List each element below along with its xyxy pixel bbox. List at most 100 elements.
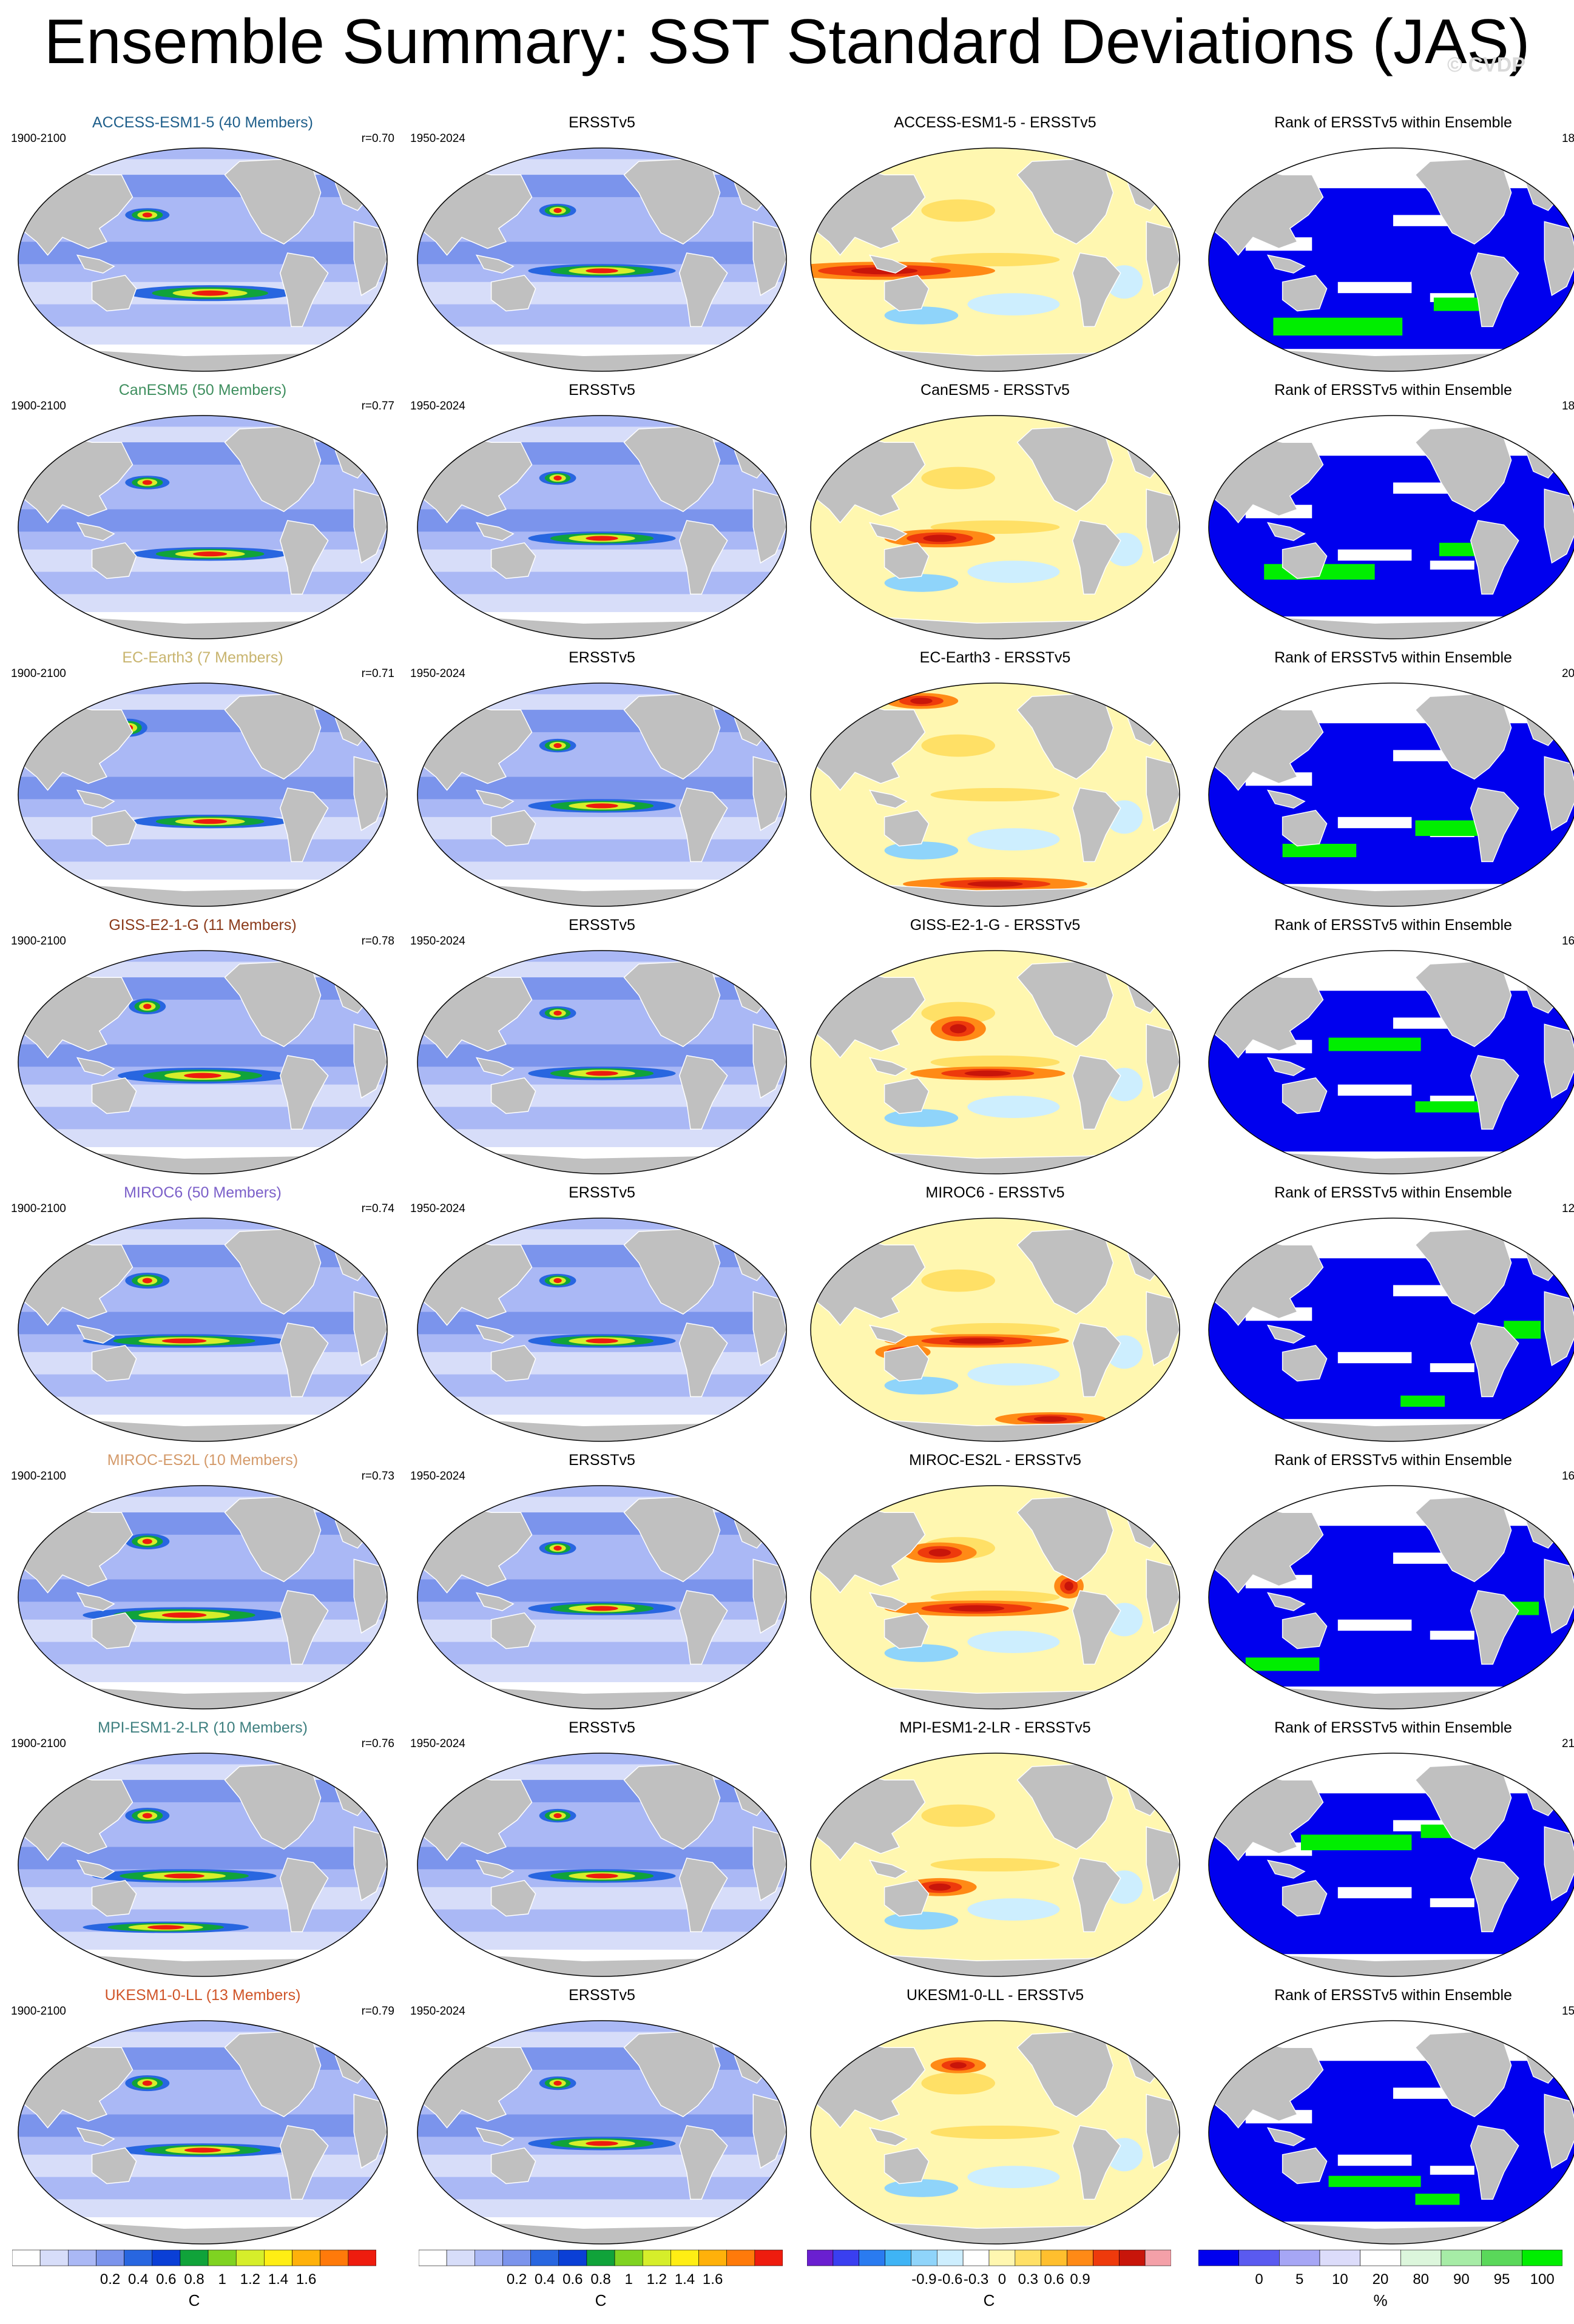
land-samer xyxy=(678,1322,728,1398)
map-panel: Rank of ERSSTv5 within Ensemble 18% xyxy=(1197,114,1574,381)
colorbar-tick-label: 0.6 xyxy=(562,2271,583,2288)
colorbar-swatch xyxy=(1015,2249,1042,2266)
map-panel: GISS-E2-1-G - ERSSTv5 xyxy=(799,917,1192,1184)
variance-band xyxy=(18,2217,387,2229)
map-figure xyxy=(18,2020,388,2245)
panel-title: Rank of ERSSTv5 within Ensemble xyxy=(1274,649,1512,666)
page-title: Ensemble Summary: SST Standard Deviation… xyxy=(44,7,1530,77)
colorbar-tick-label: 1.4 xyxy=(675,2271,695,2288)
colorbar-swatch xyxy=(1144,2249,1171,2266)
land-samer xyxy=(678,1590,728,1665)
colorbar-swatch xyxy=(962,2249,990,2266)
land-seasia xyxy=(1266,522,1306,541)
variance-band xyxy=(417,1352,786,1375)
land-greenl xyxy=(712,2024,743,2039)
map-border xyxy=(417,950,787,1174)
land-greenl xyxy=(1105,152,1137,167)
variance-hotspot xyxy=(192,290,229,296)
map-panel: ERSSTv5 1950-2024 xyxy=(405,382,799,648)
variance-band xyxy=(417,694,786,710)
rank-percent-label: 12% xyxy=(1561,1202,1574,1215)
difference-patch xyxy=(921,199,995,222)
colorbar-tick-label: 0.4 xyxy=(535,2271,555,2288)
land-seasia xyxy=(76,1057,115,1076)
map-panel: ACCESS-ESM1-5 - ERSSTv5 xyxy=(799,114,1192,381)
land-greenl xyxy=(312,152,344,167)
map-figure xyxy=(18,415,388,639)
land-seasia xyxy=(868,1859,908,1879)
map-figure xyxy=(810,1218,1180,1442)
rank-percent-label: 16% xyxy=(1561,935,1574,948)
map-border xyxy=(810,2020,1180,2245)
difference-patch xyxy=(921,734,995,757)
colorbar-swatch xyxy=(1400,2249,1442,2266)
map-figure xyxy=(810,1485,1180,1709)
colorbar-tick-label: 1.6 xyxy=(703,2271,723,2288)
variance-hotspot xyxy=(586,803,618,809)
map-figure xyxy=(417,1753,787,1977)
variance-band xyxy=(18,1887,387,1910)
land-greenl xyxy=(712,1489,743,1504)
map-panel: EC-Earth3 (7 Members) 1900-2100 r=0.71 xyxy=(6,649,399,916)
land-seasia xyxy=(868,1324,908,1344)
map-border xyxy=(18,1218,388,1442)
variance-band xyxy=(417,281,786,305)
difference-patch xyxy=(967,1096,1060,1118)
land-austr xyxy=(883,1879,930,1917)
land-samer xyxy=(1072,1322,1121,1398)
difference-patch xyxy=(967,1363,1060,1386)
land-austr xyxy=(490,809,536,847)
period-label: 1950-2024 xyxy=(410,1470,465,1483)
land-austr xyxy=(91,542,137,579)
colorbar-tick-label: 0.9 xyxy=(1070,2271,1090,2288)
land-greenl xyxy=(1105,1489,1137,1504)
colorbar-swatch xyxy=(807,2249,834,2266)
variance-band xyxy=(18,1044,387,1067)
variance-band xyxy=(18,594,387,612)
land-austr xyxy=(883,1344,930,1382)
land-austr xyxy=(1282,1879,1328,1917)
period-label: 1900-2100 xyxy=(11,1470,66,1483)
map-panel: CanESM5 - ERSSTv5 xyxy=(799,382,1192,648)
land-austr xyxy=(490,1879,536,1917)
rank-white-region xyxy=(1430,561,1474,570)
difference-patch xyxy=(930,1858,1060,1872)
variance-band xyxy=(18,509,387,532)
variance-band xyxy=(417,344,786,356)
variance-band xyxy=(417,2199,786,2217)
map-border xyxy=(1208,950,1574,1174)
rank-percent-label: 15% xyxy=(1561,2005,1574,2018)
variance-hotspot xyxy=(184,1073,221,1079)
variance-hotspot xyxy=(586,1606,618,1611)
colorbar-swatch xyxy=(446,2249,475,2266)
map-figure xyxy=(417,2020,787,2245)
panel-title: MPI-ESM1-2-LR (10 Members) xyxy=(98,1719,308,1736)
panel-title: GISS-E2-1-G - ERSSTv5 xyxy=(910,917,1081,934)
land-seasia xyxy=(475,1057,515,1076)
colorbar-swatch xyxy=(1319,2249,1360,2266)
map-panel: ERSSTv5 1950-2024 xyxy=(405,1719,799,1986)
map-border xyxy=(1208,682,1574,907)
variance-band xyxy=(18,879,387,891)
period-label: 1950-2024 xyxy=(410,1202,465,1215)
panel-title: ERSSTv5 xyxy=(569,917,635,934)
variance-hotspot xyxy=(142,1813,152,1819)
map-panel: ERSSTv5 1950-2024 xyxy=(405,1987,799,2254)
colorbar-tick-label: 1.4 xyxy=(268,2271,288,2288)
variance-hotspot xyxy=(142,2080,152,2086)
variance-band xyxy=(18,344,387,356)
rank-percent-label: 20% xyxy=(1561,667,1574,680)
difference-hotspot xyxy=(964,1070,1012,1077)
variance-hotspot xyxy=(147,1925,184,1930)
panel-title: Rank of ERSSTv5 within Ensemble xyxy=(1274,1987,1512,2004)
colorbar-swatch xyxy=(208,2249,237,2266)
colorbar-tick-label: 1.2 xyxy=(240,2271,260,2288)
map-figure xyxy=(1208,1485,1574,1709)
variance-band xyxy=(18,2154,387,2177)
variance-band xyxy=(417,962,786,978)
colorbar-tick-label: 1 xyxy=(218,2271,226,2288)
colorbar-swatch xyxy=(152,2249,181,2266)
land-seasia xyxy=(76,789,115,809)
panel-title: ERSSTv5 xyxy=(569,1184,635,1201)
variance-band xyxy=(18,1084,387,1107)
